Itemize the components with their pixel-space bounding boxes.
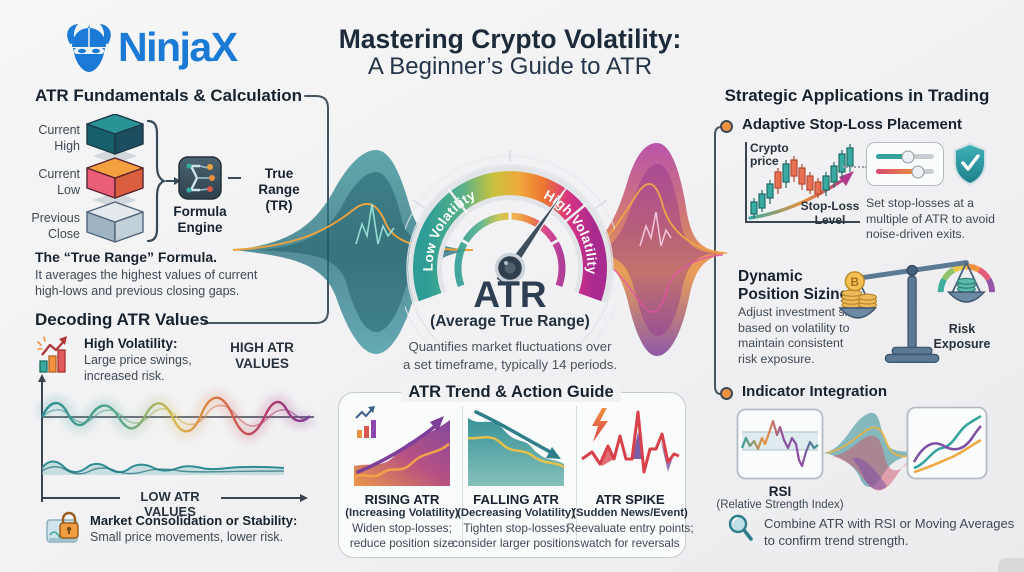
gauge-title: ATR	[473, 274, 547, 315]
corner-decoration	[998, 558, 1024, 572]
high-volatility-desc: Large price swings, increased risk.	[84, 353, 192, 383]
brace-and-arrow	[146, 119, 181, 243]
indicator-bullet-icon	[720, 387, 733, 400]
stop-loss-level-label: Stop-Loss Level	[800, 199, 860, 227]
moving-averages-panel	[906, 406, 988, 480]
slider-track-1	[876, 150, 934, 163]
main-subtitle: A Beginner’s Guide to ATR	[367, 53, 653, 80]
input-label-previous-close: Previous Close	[31, 211, 80, 241]
stability-desc: Small price movements, lower risk.	[90, 530, 284, 544]
atr-spike-desc: Reevaluate entry points; watch for rever…	[566, 521, 694, 550]
input-label-current-high: Current High	[38, 123, 80, 153]
magnifier-icon	[728, 514, 753, 541]
rising-atr-title: RISING ATR	[364, 492, 440, 507]
balance-scale-graphic: B	[838, 260, 996, 363]
falling-atr-subtitle: (Decreasing Volatility)	[457, 507, 575, 519]
applications-heading: Strategic Applications in Trading	[724, 86, 990, 105]
formula-title: The “True Range” Formula.	[35, 249, 218, 265]
low-atr-axis-label: LOW ATR VALUES	[140, 489, 200, 519]
atr-gauge: Low Volatility High Volatility	[405, 150, 615, 348]
formula-engine-label: Formula Engine	[173, 204, 227, 235]
stop-loss-desc: Set stop-losses at a multiple of ATR to …	[866, 196, 995, 242]
high-atr-axis-label: HIGH ATR VALUES	[230, 340, 294, 372]
ninja-helmet-logo-icon	[67, 24, 111, 72]
action-guide-heading: ATR Trend & Action Guide	[401, 383, 621, 402]
falling-atr-title: FALLING ATR	[473, 492, 559, 507]
indicator-wave-graphic	[824, 412, 916, 491]
stacked-boxes-graphic	[86, 114, 144, 243]
rsi-chart-panel	[736, 408, 824, 480]
risk-exposure-label: Risk Exposure	[933, 322, 991, 351]
connector-dash	[228, 177, 241, 179]
gauge-desc: Quantifies market fluctuations over a se…	[402, 339, 618, 372]
stability-title: Market Consolidation or Stability:	[90, 513, 298, 528]
slider-track-2	[876, 165, 934, 178]
sliders-panel	[866, 142, 944, 186]
rising-atr-subtitle: (Increasing Volatility)	[345, 507, 459, 519]
slider-knob-2	[911, 165, 925, 178]
slider-knob-1	[901, 150, 915, 163]
input-label-current-low: Current Low	[38, 167, 80, 197]
purple-volatility-wave-graphic	[575, 143, 730, 356]
right-section-connector	[714, 126, 727, 395]
integration-desc: Combine ATR with RSI or Moving Averages …	[764, 516, 1015, 548]
stability-lock-icon	[46, 511, 79, 543]
high-volatility-title: High Volatility:	[84, 336, 178, 351]
brand-name: NinjaX	[118, 24, 238, 70]
rsi-full-label: (Relative Strength Index)	[716, 499, 844, 511]
slider-fill-2	[876, 169, 918, 174]
true-range-label: True Range (TR)	[258, 166, 300, 214]
decoding-heading: Decoding ATR Values	[35, 310, 209, 329]
dotted-connector	[843, 166, 867, 168]
crypto-price-label: Crypto price	[750, 141, 789, 169]
falling-atr-chart	[467, 410, 565, 486]
atr-spike-chart	[581, 408, 680, 474]
svg-text:B: B	[851, 275, 860, 289]
stop-loss-bullet-icon	[720, 120, 733, 133]
high-volatility-icon	[37, 336, 67, 373]
stop-loss-title: Adaptive Stop-Loss Placement	[742, 116, 963, 133]
falling-atr-desc: Tighten stop-losses; consider larger pos…	[452, 521, 580, 550]
gauge-subtitle: (Average True Range)	[430, 313, 590, 330]
guide-divider-2	[576, 406, 577, 546]
rsi-label: RSI	[768, 484, 792, 499]
shield-check-icon	[954, 142, 986, 186]
atr-wave-chart	[35, 374, 316, 502]
rising-atr-desc: Widen stop-losses; reduce position size	[349, 521, 455, 550]
fundamentals-heading: ATR Fundamentals & Calculation	[35, 86, 302, 105]
atr-spike-title: ATR SPIKE	[595, 492, 665, 507]
main-title: Mastering Crypto Volatility:	[338, 24, 682, 54]
formula-engine-icon	[178, 156, 222, 200]
formula-desc: It averages the highest values of curren…	[35, 268, 258, 298]
slider-fill-1	[876, 154, 908, 159]
position-sizing-title: Dynamic Position Sizing	[738, 268, 850, 303]
guide-divider-1	[462, 406, 463, 546]
atr-spike-subtitle: (Sudden News/Event)	[572, 507, 688, 519]
position-sizing-desc: Adjust investment size based on volatili…	[738, 305, 861, 367]
indicator-integration-title: Indicator Integration	[742, 383, 888, 400]
rising-atr-chart	[353, 406, 450, 486]
candlestick-chart	[745, 142, 860, 223]
